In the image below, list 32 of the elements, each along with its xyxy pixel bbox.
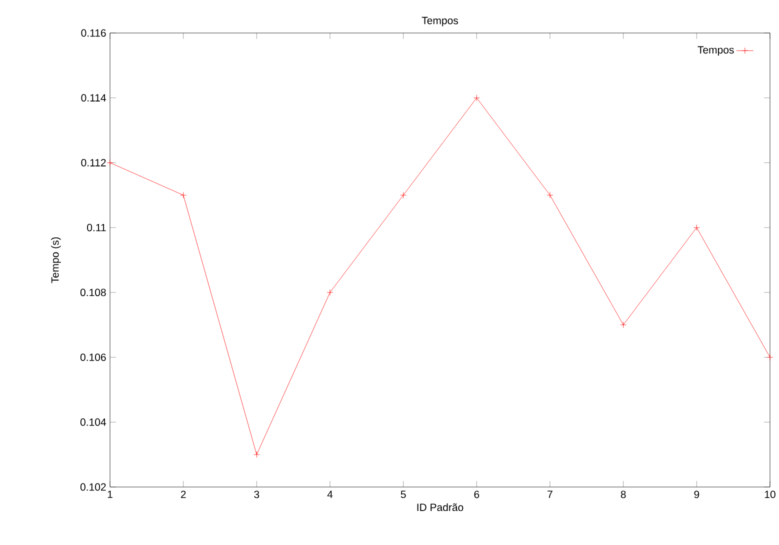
x-tick-label: 2: [180, 490, 186, 498]
x-axis-title: ID Padrão: [417, 503, 464, 512]
point: [473, 94, 480, 102]
x-tick-label: 6: [474, 490, 480, 498]
point: [693, 224, 700, 231]
y-tick-label: 0.112: [81, 159, 106, 166]
x-tick-label: 10: [764, 490, 776, 498]
y-tick-label: 0.108: [80, 288, 106, 296]
y-tick-label: 0.106: [80, 354, 106, 362]
y-tick-label: 0.114: [81, 94, 106, 102]
y-tick-label: 0.104: [80, 418, 106, 426]
x-tick-label: 7: [548, 490, 552, 498]
point: [180, 192, 187, 198]
point: [620, 322, 627, 328]
y-tick-label: 0.102: [80, 483, 106, 491]
y-axis-title: Tempo (s): [51, 237, 61, 284]
point: [400, 192, 407, 198]
point: [546, 192, 554, 198]
y-tick-label: 0.116: [81, 29, 106, 37]
chart-title: Tempos: [422, 16, 458, 26]
x-tick-label: 5: [400, 490, 406, 498]
x-tick-label: 1: [108, 490, 112, 498]
legend-label: Tempos: [698, 46, 734, 56]
y-tick-label: 0.11: [87, 224, 106, 232]
point: [326, 289, 334, 296]
point: [106, 160, 114, 166]
x-tick-label: 8: [620, 490, 626, 498]
point: [766, 354, 774, 360]
point: [253, 451, 260, 458]
x-tick-label: 9: [694, 490, 700, 498]
x-tick-label: 3: [254, 490, 260, 498]
x-tick-label: 4: [327, 490, 333, 498]
